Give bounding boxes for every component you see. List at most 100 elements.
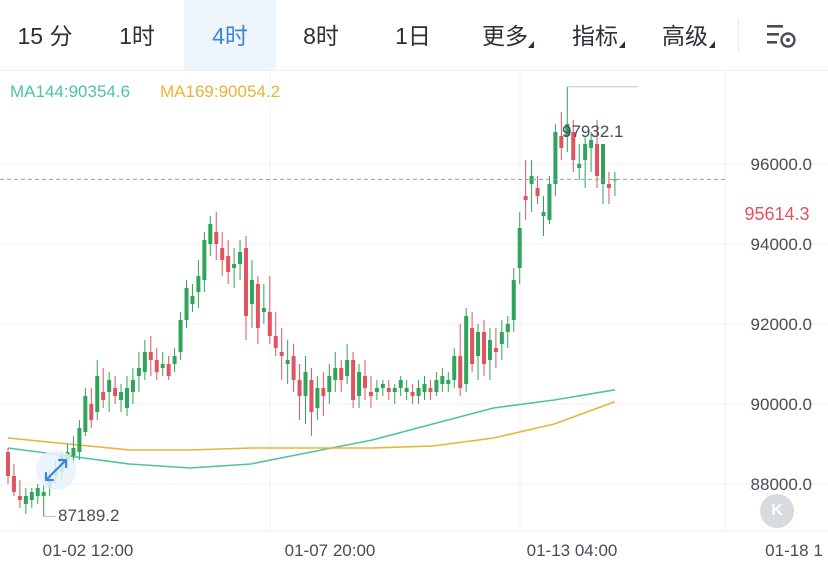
- candle-body: [612, 179, 617, 181]
- candle-body: [303, 372, 308, 396]
- candle-body: [226, 256, 231, 272]
- time-tick-label: 01-13 04:00: [527, 541, 618, 560]
- candle-body: [291, 356, 296, 380]
- candle-body: [77, 428, 82, 452]
- candle-body: [89, 404, 94, 420]
- chart-settings-icon[interactable]: [764, 22, 798, 50]
- candle-body: [464, 316, 469, 384]
- tab-4h[interactable]: 4时: [184, 0, 276, 70]
- candle-body: [363, 376, 367, 388]
- candle-body: [148, 352, 153, 360]
- candle-body: [267, 312, 272, 336]
- tab-15min[interactable]: 15 分: [17, 23, 73, 49]
- candle-body: [446, 380, 451, 384]
- candle-body: [523, 196, 528, 200]
- chart-grid: [0, 71, 828, 532]
- candle-body: [255, 284, 260, 328]
- candle-body: [321, 388, 326, 396]
- timeframe-toolbar: 15 分 1时 4时 8时 1日 更多 指标 高级: [0, 0, 828, 71]
- candle-body: [553, 132, 558, 184]
- tab-more[interactable]: 更多: [462, 0, 548, 70]
- candle-body: [202, 240, 207, 280]
- candle-body: [130, 380, 135, 392]
- candle-body: [595, 144, 600, 176]
- candle-body: [440, 376, 445, 384]
- candle-body: [606, 184, 611, 188]
- candle-body: [261, 308, 266, 312]
- moving-average-lines: [7, 389, 616, 469]
- candle-body: [23, 496, 28, 504]
- price-tick-label: 88000.0: [751, 475, 812, 494]
- candle-body: [125, 388, 129, 408]
- candle-body: [327, 376, 332, 392]
- tab-more-label: 更多: [482, 23, 528, 49]
- candle-body: [279, 352, 284, 356]
- candle-body: [452, 356, 457, 380]
- candle-body: [416, 388, 421, 396]
- candle-body: [422, 384, 427, 392]
- candle-body: [83, 396, 88, 432]
- tab-advanced[interactable]: 高级: [642, 0, 728, 70]
- price-axis: 88000.0 90000.0 92000.0 94000.0 96000.0: [751, 155, 812, 494]
- more-dropdown-icon: [528, 41, 534, 48]
- candle-body: [428, 388, 433, 392]
- candle-body: [559, 136, 564, 148]
- indicators-dropdown-icon: [619, 41, 625, 48]
- tab-1h[interactable]: 1时: [119, 23, 155, 49]
- candle-body: [166, 364, 171, 376]
- tab-advanced-label: 高级: [662, 23, 708, 49]
- candle-body: [285, 360, 290, 364]
- candle-body: [565, 124, 570, 136]
- crosshair-arrows-icon[interactable]: [36, 450, 76, 490]
- price-tick-label: 90000.0: [751, 395, 812, 414]
- candle-body: [351, 360, 356, 400]
- candle-body: [357, 372, 362, 396]
- candle-body: [482, 332, 486, 364]
- tab-1d[interactable]: 1日: [395, 23, 431, 49]
- candle-body: [41, 492, 46, 496]
- ma144-legend: MA144:90354.6: [10, 82, 131, 101]
- tab-8h[interactable]: 8时: [303, 23, 339, 49]
- candle-body: [487, 340, 492, 360]
- candle-body: [184, 288, 189, 320]
- ma169-legend: MA169:90054.2: [160, 82, 281, 101]
- candle-body: [297, 380, 302, 396]
- candle-body: [154, 360, 159, 372]
- candle-body: [172, 356, 177, 364]
- candle-body: [196, 276, 201, 292]
- candle-body: [547, 184, 552, 220]
- candle-body: [113, 388, 118, 396]
- candle-body: [232, 264, 237, 268]
- candle-body: [160, 364, 165, 368]
- candle-body: [244, 248, 248, 316]
- candle-body: [142, 352, 147, 372]
- candle-body: [601, 144, 605, 184]
- candle-body: [392, 388, 397, 392]
- candle-body: [404, 388, 409, 392]
- candle-body: [583, 144, 588, 160]
- time-tick-label: 01-02 12:00: [43, 541, 134, 560]
- tab-indicators[interactable]: 指标: [552, 0, 638, 70]
- collapse-button[interactable]: K: [760, 494, 794, 528]
- price-chart[interactable]: 88000.0 90000.0 92000.0 94000.0 96000.0 01-0…: [0, 71, 828, 562]
- candle-body: [529, 176, 534, 184]
- candle-body: [511, 280, 516, 320]
- candle-body: [11, 476, 16, 492]
- candle-body: [249, 280, 254, 304]
- candle-body: [190, 296, 195, 304]
- time-axis: 01-02 12:00 01-07 20:00 01-13 04:00 01-18 1: [43, 541, 823, 560]
- candle-body: [505, 324, 510, 332]
- advanced-dropdown-icon: [709, 41, 715, 48]
- price-tick-label: 92000.0: [751, 315, 812, 334]
- candle-body: [380, 384, 385, 388]
- candle-body: [71, 448, 76, 456]
- candle-body: [470, 328, 475, 364]
- price-tick-label: 96000.0: [751, 155, 812, 174]
- candle-body: [541, 212, 546, 216]
- candle-body: [101, 392, 106, 400]
- candle-body: [35, 488, 40, 496]
- candle-body: [273, 336, 278, 348]
- candle-body: [6, 452, 10, 476]
- candle-body: [535, 188, 540, 196]
- candle-body: [339, 368, 344, 380]
